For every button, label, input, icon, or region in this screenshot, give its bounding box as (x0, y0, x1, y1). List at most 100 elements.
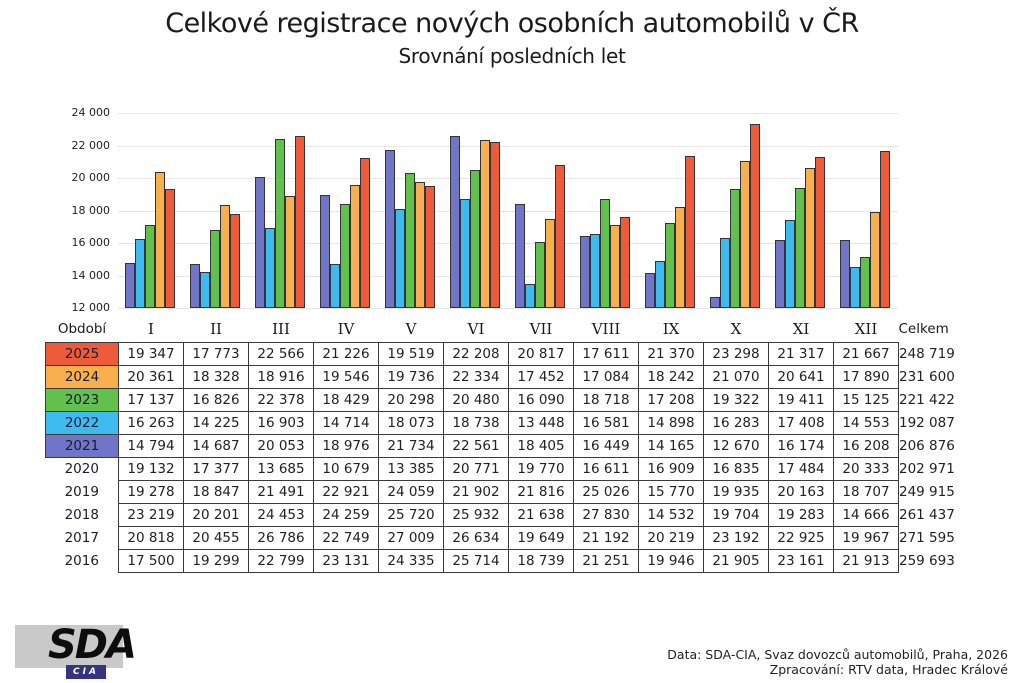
value-cell: 18 738 (443, 410, 509, 435)
bar-2021-XII (840, 240, 850, 308)
month-header-V: V (405, 319, 417, 338)
bar-2025-III (295, 136, 305, 308)
value-cell: 23 192 (703, 525, 769, 550)
value-cell: 16 208 (833, 433, 899, 458)
bar-2022-IX (655, 261, 665, 308)
value-cell: 14 225 (183, 410, 249, 435)
value-cell: 21 638 (508, 502, 574, 527)
value-cell: 16 903 (248, 410, 314, 435)
value-cell: 20 053 (248, 433, 314, 458)
value-cell: 22 799 (248, 548, 314, 573)
total-cell-2023: 221 422 (899, 391, 955, 408)
value-cell: 20 455 (183, 525, 249, 550)
year-cell-2021: 2021 (45, 433, 119, 458)
value-cell: 19 967 (833, 525, 899, 550)
value-cell: 17 408 (768, 410, 834, 435)
total-header: Celkem (898, 321, 949, 337)
bar-2022-VIII (590, 234, 600, 308)
bar-2025-VI (490, 142, 500, 308)
bar-2021-I (125, 263, 135, 308)
value-cell: 17 890 (833, 364, 899, 389)
footer-data-source: Data: SDA-CIA, Svaz dovozců automobilů, … (667, 647, 1008, 662)
value-cell: 24 059 (378, 479, 444, 504)
table-row-2019: 2019 19 278 18 847 21 491 22 921 24 059 21 902… (46, 479, 1000, 504)
footer-processing: Zpracování: RTV data, Hradec Králové (769, 662, 1008, 677)
bar-2022-VI (460, 199, 470, 308)
table-row-2017: 2017 20 818 20 455 26 786 22 749 27 009 26 634… (46, 525, 1000, 550)
bar-2022-V (395, 209, 405, 308)
value-cell: 14 898 (638, 410, 704, 435)
bar-2024-III (285, 196, 295, 308)
value-cell: 22 566 (248, 341, 314, 366)
value-cell: 18 847 (183, 479, 249, 504)
value-cell: 21 370 (638, 341, 704, 366)
value-cell: 16 263 (118, 410, 184, 435)
value-cell: 25 720 (378, 502, 444, 527)
value-cell: 18 976 (313, 433, 379, 458)
page-title: Celkové registrace nových osobních autom… (165, 8, 859, 39)
month-header-III: III (272, 319, 290, 338)
month-header-II: II (210, 319, 222, 338)
y-tick-label: 16 000 (71, 236, 111, 249)
value-cell: 21 816 (508, 479, 574, 504)
value-cell: 22 925 (768, 525, 834, 550)
month-header-VI: VI (467, 319, 485, 338)
value-cell: 24 453 (248, 502, 314, 527)
bar-2024-VIII (610, 225, 620, 308)
bar-2022-II (200, 272, 210, 308)
value-cell: 19 649 (508, 525, 574, 550)
total-cell-2018: 261 437 (899, 506, 955, 523)
value-cell: 18 405 (508, 433, 574, 458)
table-row-2025: 2025 19 347 17 773 22 566 21 226 19 519 22 208… (45, 341, 1000, 366)
table-row-2021: 2021 14 794 14 687 20 053 18 976 21 734 22 561… (45, 433, 1000, 458)
bar-2021-IX (645, 273, 655, 308)
table-row-2016: 2016 17 500 19 299 22 799 23 131 24 335 25 714… (46, 548, 1000, 573)
value-cell: 22 208 (443, 341, 509, 366)
month-header-XI: XI (792, 319, 810, 338)
value-cell: 21 192 (573, 525, 639, 550)
value-cell: 20 361 (118, 364, 184, 389)
value-cell: 16 174 (768, 433, 834, 458)
page-subtitle: Srovnání posledních let (398, 44, 626, 68)
value-cell: 14 666 (833, 502, 899, 527)
value-cell: 13 685 (248, 456, 314, 481)
bar-2023-XII (860, 257, 870, 308)
value-cell: 16 449 (573, 433, 639, 458)
logo-sda-text: SDA (48, 622, 137, 668)
value-cell: 18 739 (508, 548, 574, 573)
bar-2024-I (155, 172, 165, 308)
bar-2021-VII (515, 204, 525, 308)
bar-2022-IV (330, 264, 340, 308)
table-row-2024: 2024 20 361 18 328 18 916 19 546 19 736 22 334… (45, 364, 1000, 389)
value-cell: 25 026 (573, 479, 639, 504)
value-cell: 10 679 (313, 456, 379, 481)
value-cell: 19 770 (508, 456, 574, 481)
y-tick-label: 12 000 (71, 301, 111, 314)
gridline (118, 113, 898, 114)
value-cell: 19 704 (703, 502, 769, 527)
y-tick-label: 22 000 (71, 139, 111, 152)
value-cell: 21 667 (833, 341, 899, 366)
value-cell: 16 283 (703, 410, 769, 435)
value-cell: 19 322 (703, 387, 769, 412)
registrations-table: Období I II III IV V VI VII VIII IX X XI XII Celkem 20… (45, 316, 1000, 573)
value-cell: 18 429 (313, 387, 379, 412)
table-row-2023: 2023 17 137 16 826 22 378 18 429 20 298 20 480… (45, 387, 1000, 412)
value-cell: 19 132 (118, 456, 184, 481)
y-tick-label: 18 000 (71, 204, 111, 217)
value-cell: 16 909 (638, 456, 704, 481)
month-header-XII: XII (854, 319, 878, 338)
bar-2024-V (415, 182, 425, 308)
bar-2025-II (230, 214, 240, 308)
value-cell: 25 932 (443, 502, 509, 527)
total-cell-2016: 259 693 (899, 552, 955, 569)
total-cell-2017: 271 595 (899, 529, 955, 546)
bar-2023-X (730, 189, 740, 308)
value-cell: 20 333 (833, 456, 899, 481)
bar-2025-VIII (620, 217, 630, 308)
value-cell: 18 707 (833, 479, 899, 504)
value-cell: 27 009 (378, 525, 444, 550)
value-cell: 27 830 (573, 502, 639, 527)
bar-2022-X (720, 238, 730, 308)
value-cell: 17 137 (118, 387, 184, 412)
